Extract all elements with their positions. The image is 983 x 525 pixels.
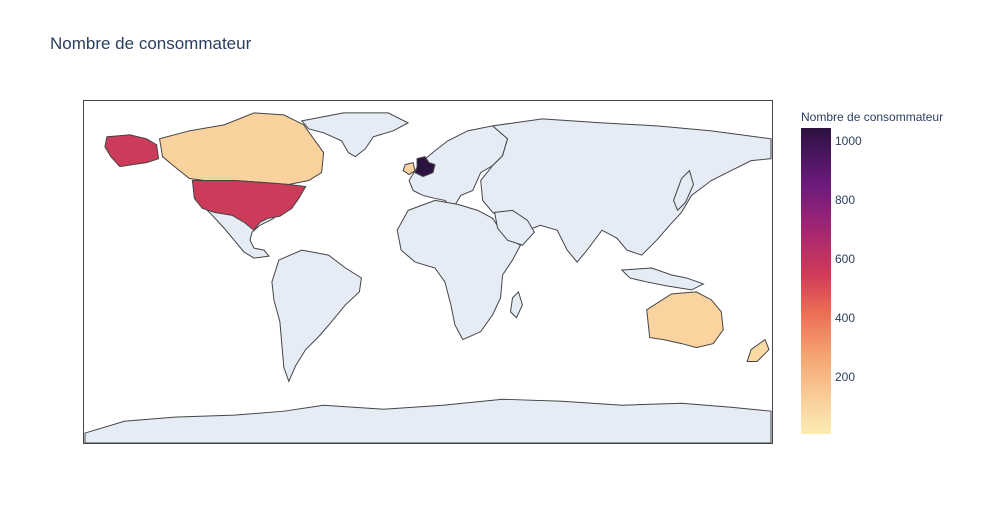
colorbar-tick-400: 400 — [835, 311, 856, 325]
region-alaska[interactable] — [104, 134, 160, 168]
land-greenland — [300, 112, 410, 158]
colorbar-tick-1000: 1000 — [835, 134, 862, 148]
land-indonesia — [620, 267, 705, 291]
region-united-states[interactable] — [191, 180, 307, 231]
region-australia[interactable] — [646, 291, 724, 349]
land-asia — [480, 118, 772, 263]
world-map[interactable] — [84, 101, 772, 443]
colorbar — [801, 128, 831, 434]
land-south-america — [271, 249, 362, 383]
land-antarctica — [84, 398, 772, 443]
region-united-kingdom[interactable] — [414, 156, 436, 178]
land-arabia — [494, 209, 535, 246]
chart-title: Nombre de consommateur — [50, 34, 252, 53]
land-japan — [673, 169, 694, 212]
colorbar-tick-200: 200 — [835, 370, 856, 384]
land-europe — [408, 125, 509, 210]
land-madagascar — [509, 290, 523, 319]
map-frame[interactable] — [83, 100, 773, 444]
colorbar-tick-800: 800 — [835, 193, 856, 207]
colorbar-title: Nombre de consommateur — [801, 110, 944, 124]
land-africa — [396, 199, 522, 341]
region-ireland[interactable] — [402, 162, 416, 176]
colorbar-tick-600: 600 — [835, 252, 856, 266]
region-canada[interactable] — [159, 112, 325, 186]
region-new-zealand[interactable] — [746, 338, 770, 362]
